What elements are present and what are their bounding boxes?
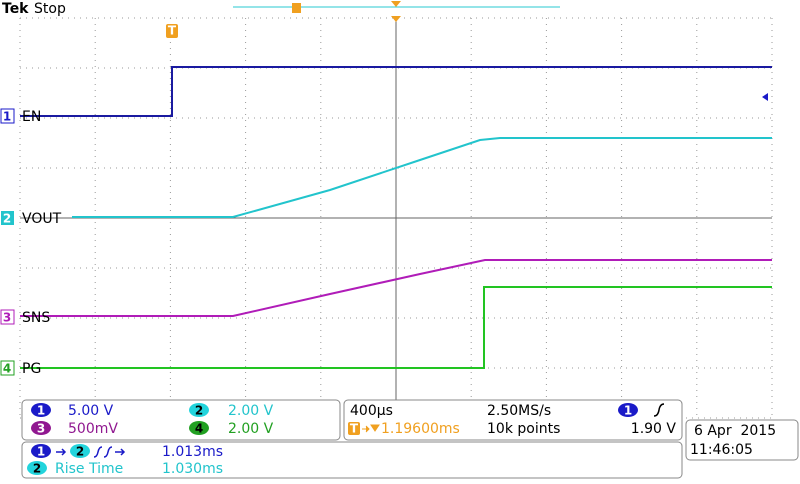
channel-label: 2 VOUT — [1, 211, 62, 227]
trigger-icon — [348, 422, 360, 435]
badge-text: 2 — [76, 445, 84, 459]
record-length: 10k points — [487, 421, 560, 437]
badge — [70, 444, 90, 458]
trigger-level-text: 1.90 V — [631, 421, 677, 437]
trace-sns — [20, 259, 772, 317]
vertical-panel — [21, 399, 341, 441]
sample-rate: 2.50MS/s — [487, 403, 551, 419]
channel-number: 3 — [3, 311, 11, 325]
position-marker — [391, 1, 401, 7]
center-marker — [391, 16, 401, 22]
trace-vout — [72, 137, 772, 218]
trigger-level — [762, 93, 768, 101]
channel-number: 1 — [3, 110, 11, 124]
trigger-marker-t: T — [168, 24, 177, 38]
badge-text: 2 — [33, 462, 41, 476]
badge — [189, 421, 209, 435]
brand: Tek — [2, 1, 29, 17]
channel-number: 4 — [3, 362, 11, 376]
datetime-panel — [685, 419, 799, 461]
arrow — [56, 448, 67, 456]
badge-text: 3 — [37, 422, 45, 436]
ch-scale: 5.00 V — [68, 403, 114, 419]
trace-en — [20, 66, 772, 117]
status: Stop — [34, 1, 66, 17]
badge — [31, 403, 51, 417]
trigger-arrow — [362, 424, 380, 433]
badge-text: 2 — [195, 404, 203, 418]
channel-name: EN — [22, 109, 41, 125]
channel-label: 1 EN — [0, 108, 41, 125]
time-scale: 400µs — [350, 403, 393, 419]
channel-label: 3 SNS — [0, 309, 50, 326]
trigger-source: 1 — [624, 404, 632, 418]
ch-scale: 2.00 V — [228, 421, 274, 437]
trace-pg — [20, 286, 772, 369]
channel-name: VOUT — [22, 211, 62, 227]
record-marker — [292, 3, 301, 13]
channel-name: SNS — [22, 310, 50, 326]
badge — [31, 421, 51, 435]
measure-name: Rise Time — [55, 461, 123, 477]
channel-name: PG — [22, 361, 41, 377]
badge-text: 1 — [37, 445, 45, 459]
date: 6 Apr 2015 — [694, 423, 776, 439]
edge-icon — [653, 403, 665, 417]
ch-scale: 2.00 V — [228, 403, 274, 419]
badge — [189, 403, 209, 417]
badge — [618, 403, 638, 417]
measure-panel — [21, 441, 683, 479]
badge-text: 1 — [37, 404, 45, 418]
channel-number: 2 — [3, 212, 11, 226]
trigger-marker — [166, 24, 178, 38]
ch-scale: 500mV — [68, 421, 118, 437]
measure-value: 1.030ms — [162, 461, 223, 477]
horizontal-panel — [343, 399, 683, 441]
channel-label: 4 PG — [0, 360, 41, 377]
badge — [27, 461, 47, 475]
trigger-position: 1.19600ms — [381, 421, 460, 437]
trigger-icon-t: T — [350, 422, 359, 436]
badge-text: 4 — [195, 422, 203, 436]
edge-arrow — [93, 446, 126, 458]
time: 11:46:05 — [690, 442, 753, 458]
badge — [31, 444, 51, 458]
measure-value: 1.013ms — [162, 444, 223, 460]
